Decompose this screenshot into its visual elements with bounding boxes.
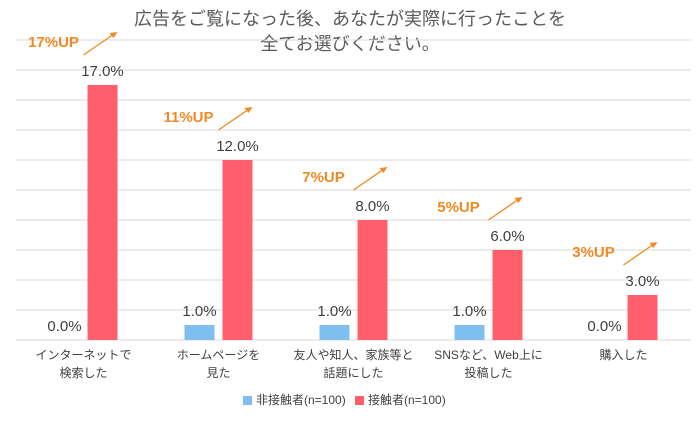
annotation-arrow bbox=[488, 197, 521, 221]
annotation: 7%UP bbox=[302, 169, 345, 186]
value-label: 8.0% bbox=[355, 198, 389, 215]
legend-label: 非接触者(n=100) bbox=[256, 392, 346, 407]
value-label: 6.0% bbox=[490, 228, 524, 245]
x-tick-label: 購入した bbox=[599, 348, 647, 362]
legend-swatch bbox=[243, 396, 252, 405]
legend-label: 接触者(n=100) bbox=[368, 392, 446, 407]
arrow-head bbox=[109, 32, 118, 38]
chart-title: 広告をご覧になった後、あなたが実際に行ったことを bbox=[134, 9, 566, 29]
chart-title: 全てお選びください。 bbox=[260, 34, 439, 54]
annotation: 3%UP bbox=[572, 244, 615, 261]
value-label: 1.0% bbox=[452, 303, 486, 320]
value-label: 1.0% bbox=[317, 303, 351, 320]
value-label: 17.0% bbox=[81, 63, 124, 80]
value-label: 1.0% bbox=[182, 303, 216, 320]
x-tick-label: 友人や知人、家族等と bbox=[293, 347, 413, 362]
bar bbox=[627, 295, 658, 340]
annotation-arrow bbox=[83, 32, 116, 56]
legend-swatch bbox=[355, 396, 364, 405]
bar bbox=[492, 250, 523, 340]
x-tick-label: 見た bbox=[206, 366, 230, 380]
bar bbox=[222, 160, 253, 340]
annotation-arrow bbox=[218, 107, 251, 131]
annotation: 11%UP bbox=[163, 109, 213, 126]
arrow-head bbox=[514, 197, 523, 203]
value-label: 12.0% bbox=[216, 138, 259, 155]
bar bbox=[454, 325, 485, 340]
x-tick-label: 検索した bbox=[59, 366, 107, 380]
arrow-head bbox=[244, 107, 253, 113]
annotation: 5%UP bbox=[437, 199, 480, 216]
bar bbox=[184, 325, 215, 340]
arrow-head bbox=[379, 167, 388, 173]
value-label: 0.0% bbox=[47, 318, 81, 335]
annotation-arrow bbox=[623, 242, 656, 266]
bar bbox=[357, 220, 388, 340]
annotation: 17%UP bbox=[28, 34, 79, 51]
x-tick-label: ホームページを bbox=[177, 348, 260, 362]
bar bbox=[87, 85, 118, 340]
value-label: 0.0% bbox=[587, 318, 621, 335]
arrow-head bbox=[649, 242, 658, 248]
x-tick-label: インターネットで bbox=[35, 348, 131, 362]
x-tick-label: 話題にした bbox=[323, 365, 383, 380]
x-tick-label: SNSなど、Web上に bbox=[434, 348, 543, 362]
value-label: 3.0% bbox=[625, 273, 659, 290]
annotation-arrow bbox=[353, 167, 386, 191]
x-tick-label: 投稿した bbox=[464, 365, 512, 380]
bar bbox=[319, 325, 350, 340]
